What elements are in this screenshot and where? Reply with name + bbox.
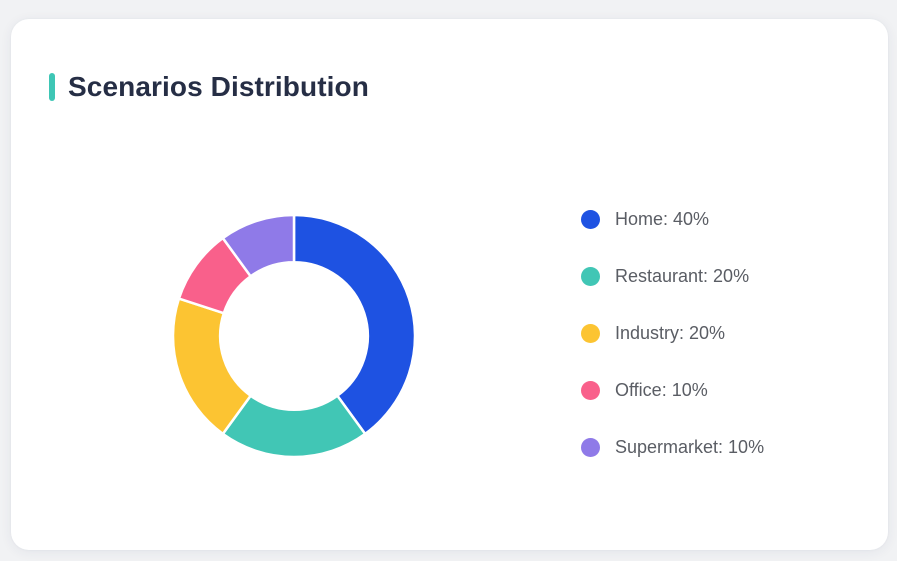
chart-legend: Home: 40% Restaurant: 20% Industry: 20% … xyxy=(581,209,764,494)
legend-item-supermarket[interactable]: Supermarket: 10% xyxy=(581,437,764,457)
donut-slice-supermarket[interactable] xyxy=(221,213,296,278)
donut-slice-industry[interactable] xyxy=(171,297,252,436)
legend-label-industry: Industry: 20% xyxy=(615,322,726,343)
title-accent-bar xyxy=(49,73,55,101)
donut-chart xyxy=(171,213,417,459)
card-title: Scenarios Distribution xyxy=(68,71,369,102)
legend-item-office[interactable]: Office: 10% xyxy=(581,380,764,400)
legend-label-home: Home: 40% xyxy=(615,208,710,229)
legend-label-restaurant: Restaurant: 20% xyxy=(615,265,750,286)
legend-marker-home-icon xyxy=(581,209,600,229)
legend-item-industry[interactable]: Industry: 20% xyxy=(581,323,764,343)
legend-item-home[interactable]: Home: 40% xyxy=(581,209,764,229)
legend-marker-supermarket-icon xyxy=(581,437,600,457)
legend-marker-industry-icon xyxy=(581,323,600,343)
legend-marker-office-icon xyxy=(581,380,600,400)
legend-marker-restaurant-icon xyxy=(581,266,600,286)
legend-label-supermarket: Supermarket: 10% xyxy=(615,436,765,457)
legend-item-restaurant[interactable]: Restaurant: 20% xyxy=(581,266,764,286)
legend-label-office: Office: 10% xyxy=(615,379,708,400)
donut-slice-home[interactable] xyxy=(292,213,417,436)
card-header: Scenarios Distribution xyxy=(49,70,369,104)
scenarios-distribution-card: Scenarios Distribution Home: 40% Restaur… xyxy=(11,19,888,550)
